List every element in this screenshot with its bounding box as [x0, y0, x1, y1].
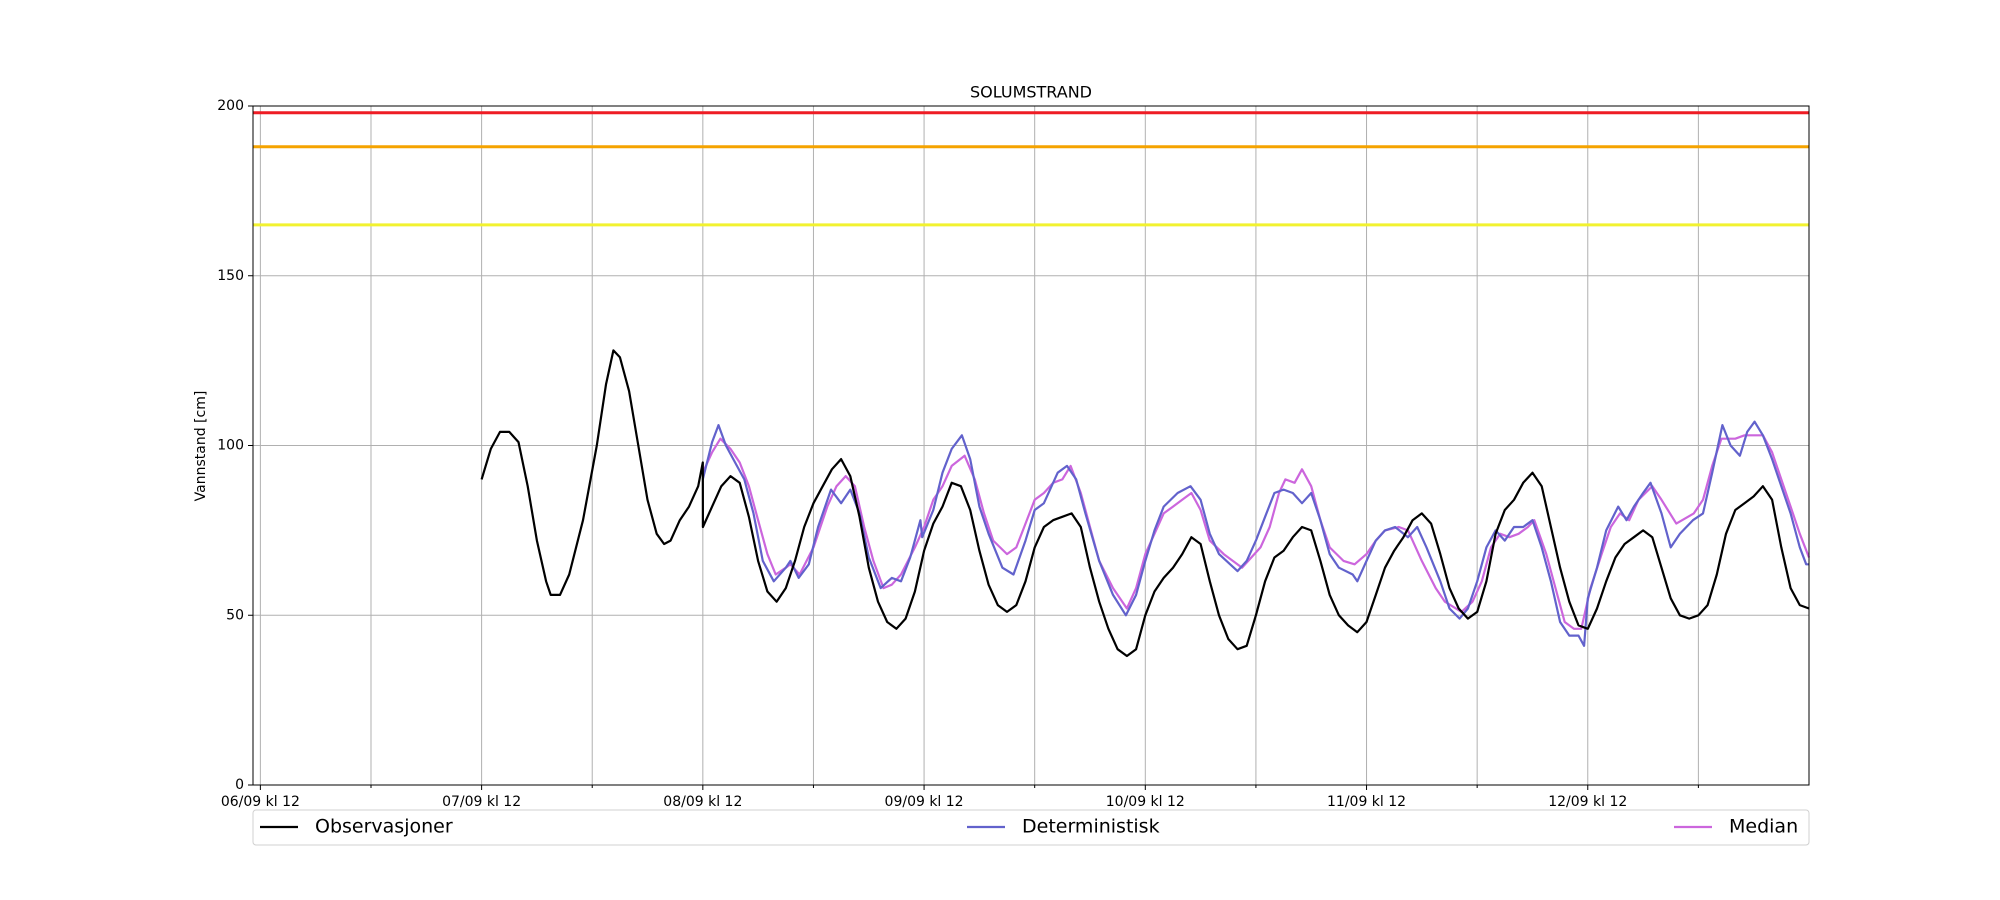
series-line [701, 420, 1809, 647]
plot-frame [252, 105, 1810, 786]
legend-box [252, 809, 1810, 846]
y-axis-label: Vannstand [cm] [193, 391, 209, 502]
legend-label: Observasjoner [315, 816, 453, 838]
x-tick-label: 06/09 kl 12 [221, 794, 300, 810]
x-tick-label: 07/09 kl 12 [442, 794, 521, 810]
y-tick-label: 150 [217, 268, 244, 284]
x-tick-label: 08/09 kl 12 [663, 794, 742, 810]
x-tick-label: 10/09 kl 12 [1106, 794, 1185, 810]
y-tick-label: 0 [235, 777, 244, 793]
y-tick-label: 200 [217, 98, 244, 114]
legend-label: Deterministisk [1022, 816, 1160, 838]
y-tick-label: 50 [226, 607, 244, 623]
y-tick-label: 100 [217, 438, 244, 454]
series-line [701, 434, 1811, 630]
chart-title: SOLUMSTRAND [970, 83, 1092, 102]
x-tick-label: 09/09 kl 12 [885, 794, 964, 810]
series-line [480, 349, 1810, 658]
legend-label: Median [1729, 816, 1798, 838]
x-tick-label: 11/09 kl 12 [1327, 794, 1406, 810]
x-tick-label: 12/09 kl 12 [1548, 794, 1627, 810]
